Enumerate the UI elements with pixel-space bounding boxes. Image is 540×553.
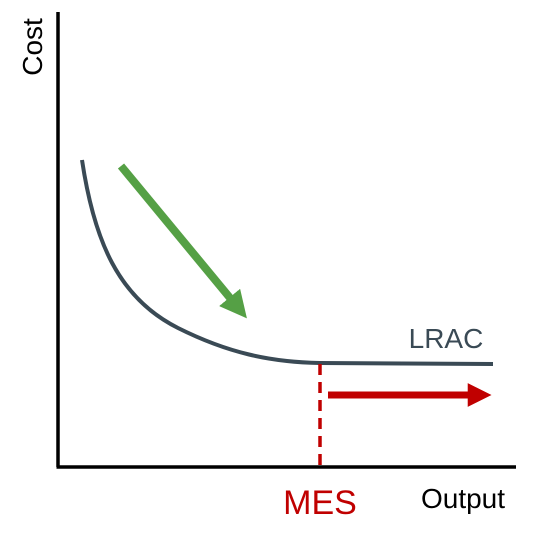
lrac-curve (80, 159, 494, 366)
falling-cost-arrow (117, 163, 247, 319)
mes-label: MES (283, 484, 357, 522)
x-axis-label: Output (421, 483, 505, 514)
curve-label: LRAC (409, 323, 484, 354)
y-axis-label: Cost (17, 18, 48, 76)
